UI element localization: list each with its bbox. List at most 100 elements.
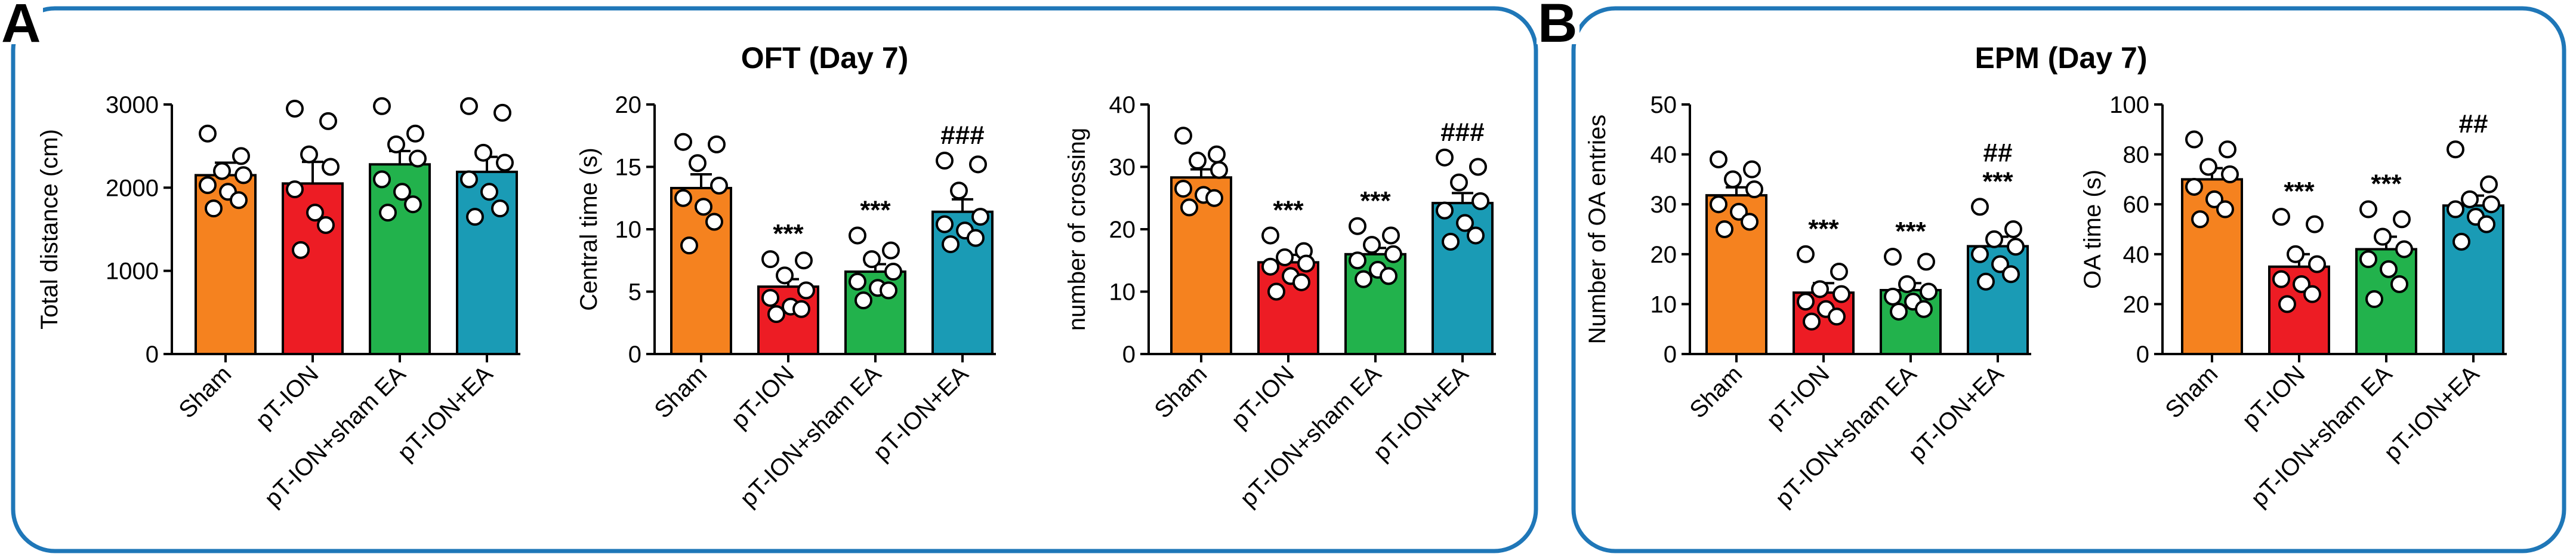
data-point	[1267, 282, 1285, 301]
data-point	[2478, 215, 2495, 233]
y-tick-label: 10	[1109, 279, 1136, 306]
data-point	[1261, 226, 1279, 245]
data-point	[205, 199, 223, 218]
bar-0	[1170, 176, 1232, 355]
x-tick-label: pT-ION	[251, 361, 323, 433]
x-tick-label: Sham	[174, 361, 236, 423]
data-point	[2447, 200, 2464, 219]
data-point	[863, 250, 881, 269]
data-point	[1471, 192, 1489, 210]
y-tick-label: 60	[2123, 192, 2150, 218]
data-point	[2303, 285, 2321, 303]
data-point	[708, 135, 726, 153]
data-point	[2002, 265, 2020, 284]
significance-label-3: ###	[940, 121, 984, 150]
data-point	[1884, 287, 1902, 306]
data-point	[705, 213, 723, 231]
data-point	[1450, 173, 1468, 192]
data-point	[230, 191, 248, 210]
significance-label-3: ##	[1983, 138, 2013, 167]
y-tick-label: 15	[615, 155, 642, 181]
data-point	[1920, 282, 1938, 301]
data-point	[767, 305, 785, 324]
data-point	[1210, 161, 1228, 179]
y-tick-label: 0	[2136, 341, 2149, 368]
data-point	[849, 226, 866, 245]
data-point	[1977, 272, 1995, 291]
data-point	[2221, 165, 2239, 184]
data-point	[1797, 293, 1815, 311]
data-point	[884, 263, 902, 281]
x-tick-label: Sham	[1685, 361, 1747, 423]
x-tick-label: Sham	[2160, 361, 2223, 423]
panel-a-letter-bg	[0, 0, 43, 44]
data-point	[286, 99, 304, 118]
y-tick-label: 80	[2123, 142, 2150, 168]
data-point	[1363, 236, 1381, 254]
data-point	[2287, 245, 2304, 263]
y-axis-title: OA time (s)	[2080, 170, 2106, 289]
significance-label-2: ***	[2371, 170, 2402, 199]
data-point	[680, 236, 698, 255]
y-tick-label: 10	[615, 217, 642, 243]
x-tick-label: pT-ION	[1226, 361, 1299, 433]
data-point	[2185, 177, 2203, 196]
data-point	[480, 183, 498, 201]
data-point	[1384, 245, 1402, 263]
data-point	[322, 158, 340, 176]
data-point	[2293, 275, 2310, 293]
y-tick-label: 20	[2123, 291, 2150, 318]
data-point	[1884, 247, 1902, 266]
data-point	[2482, 195, 2500, 214]
y-tick-label: 50	[1651, 92, 1677, 118]
data-point	[849, 272, 866, 291]
y-tick-label: 100	[2109, 92, 2149, 118]
data-point	[1890, 302, 1908, 321]
y-tick-label: 20	[1651, 242, 1677, 268]
y-axis-title: Number of OA entries	[1584, 115, 1611, 344]
data-point	[474, 143, 492, 162]
data-point	[491, 199, 509, 218]
data-point	[1710, 150, 1727, 168]
data-point	[1292, 273, 1310, 291]
data-point	[942, 235, 960, 254]
data-point	[1710, 195, 1727, 214]
y-tick-label: 0	[1664, 341, 1677, 368]
panel-b-letter: B	[1538, 0, 1577, 54]
data-point	[1724, 170, 1742, 189]
data-point	[2393, 210, 2411, 229]
y-tick-label: 10	[1651, 291, 1677, 318]
x-tick-label: pT-ION+EA	[393, 361, 498, 466]
data-point	[373, 97, 391, 115]
data-point	[496, 153, 514, 172]
data-point	[1382, 226, 1400, 245]
data-point	[1467, 226, 1485, 245]
x-tick-label: pT-ION+EA	[2379, 361, 2485, 466]
x-tick-label: pT-ION	[726, 361, 799, 433]
data-point	[797, 281, 815, 300]
data-point	[2216, 200, 2234, 219]
data-point	[2219, 140, 2236, 159]
y-axis-title: Total distance (cm)	[36, 129, 63, 330]
data-point	[1971, 198, 1989, 216]
data-point	[2390, 275, 2408, 293]
y-tick-label: 30	[1109, 155, 1136, 181]
y-tick-label: 5	[628, 279, 641, 306]
data-point	[1469, 158, 1487, 176]
data-point	[1730, 202, 1748, 221]
x-tick-label: Sham	[649, 361, 712, 423]
data-point	[235, 166, 252, 184]
panel-a-title: OFT (Day 7)	[741, 41, 909, 75]
data-point	[1830, 263, 1848, 281]
data-point	[213, 162, 231, 180]
data-point	[1208, 145, 1226, 164]
data-point	[2308, 255, 2326, 273]
data-point	[936, 215, 954, 233]
significance-label-1: ***	[2284, 177, 2315, 206]
data-point	[710, 176, 728, 195]
data-point	[1811, 280, 1829, 299]
data-point	[387, 135, 405, 153]
data-point	[2191, 210, 2209, 229]
data-point	[1355, 270, 1372, 288]
